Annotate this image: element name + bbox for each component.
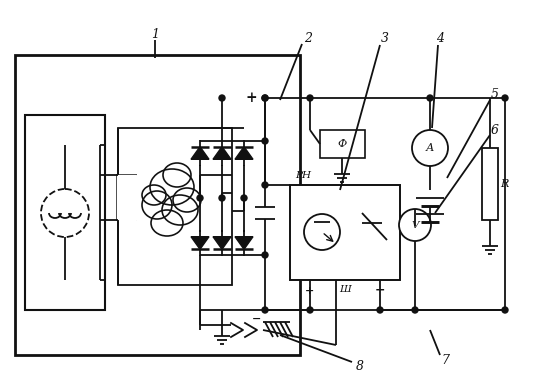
Bar [25,115,105,310]
Text: −: − [252,312,262,323]
Text: 1: 1 [151,28,159,41]
Text: 5: 5 [491,89,499,101]
Circle shape [307,95,313,101]
Bar [15,55,300,355]
Circle shape [262,95,268,101]
Circle shape [262,95,268,101]
Text: 8: 8 [356,360,364,374]
Text: −: − [375,284,385,296]
Polygon shape [191,237,209,249]
Text: 2: 2 [304,32,312,44]
Polygon shape [191,147,209,159]
Text: 7: 7 [441,353,449,367]
Circle shape [307,307,313,313]
Bar [320,130,365,158]
Circle shape [219,95,225,101]
Bar [117,175,136,220]
Text: Ш: Ш [339,285,351,294]
Circle shape [262,138,268,144]
Text: +: + [306,284,315,296]
Circle shape [377,307,383,313]
Polygon shape [213,237,231,249]
Text: R: R [500,179,508,189]
Circle shape [197,195,203,201]
Text: V: V [411,220,418,229]
Polygon shape [235,147,253,159]
Text: 4: 4 [436,32,444,44]
Text: +: + [245,91,257,105]
Text: 3: 3 [381,32,389,44]
Circle shape [399,209,431,241]
Circle shape [262,252,268,258]
Circle shape [502,95,508,101]
Text: Ф: Ф [338,139,347,149]
Circle shape [427,95,433,101]
Text: 6: 6 [491,124,499,136]
Circle shape [304,214,340,250]
Circle shape [219,195,225,201]
Bar [290,185,400,280]
Circle shape [412,130,448,166]
Text: А: А [426,143,434,153]
Bar [482,148,498,220]
Circle shape [262,182,268,188]
Circle shape [412,307,418,313]
Bar [118,128,232,285]
Circle shape [41,189,89,237]
Polygon shape [235,237,253,249]
Circle shape [262,307,268,313]
Bar [117,175,136,220]
Circle shape [241,195,247,201]
Polygon shape [213,147,231,159]
Circle shape [502,307,508,313]
Text: РН: РН [295,170,311,179]
